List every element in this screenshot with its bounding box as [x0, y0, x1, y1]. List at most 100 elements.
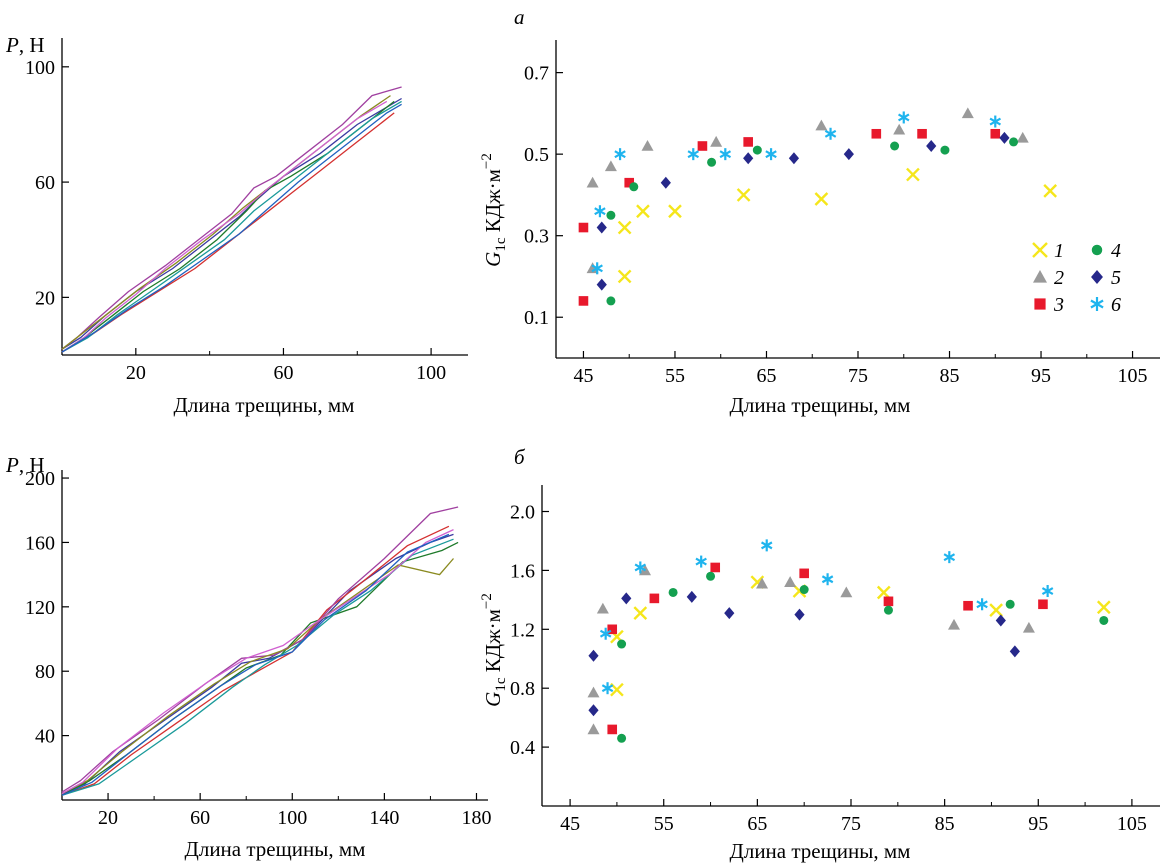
data-point: [599, 627, 612, 640]
x-tick-label: 65: [747, 813, 767, 835]
data-point: [596, 278, 607, 291]
data-point: [989, 115, 1002, 128]
y-tick-label: 160: [25, 532, 55, 554]
data-point: [1009, 645, 1020, 658]
data-point: [706, 571, 716, 581]
y-tick-label: 60: [35, 172, 55, 194]
data-point: [687, 148, 700, 161]
data-point: [710, 562, 721, 573]
x-axis-label: Длина трещины, мм: [185, 837, 366, 861]
x-tick-label: 60: [273, 362, 293, 384]
data-point: [926, 140, 937, 152]
x-tick-label: 105: [1117, 813, 1147, 835]
data-point: [594, 205, 606, 218]
legend: 1 2 3 4 5 6: [1032, 240, 1121, 316]
data-point: [1099, 615, 1109, 625]
data-point: [898, 111, 910, 124]
series-line-2: [61, 100, 395, 353]
legend-label: 5: [1111, 267, 1121, 289]
x-axis-label: Длина трещины, мм: [730, 393, 911, 417]
data-point: [660, 176, 671, 189]
data-point: [876, 585, 891, 600]
series-line-1: [61, 533, 454, 795]
data-point: [765, 148, 777, 161]
y-tick-label: 0.7: [524, 63, 549, 85]
data-point: [607, 724, 618, 735]
y-tick-label: 120: [25, 597, 55, 619]
x-tick-label: 20: [126, 362, 146, 384]
data-point: [890, 141, 900, 151]
data-point: [719, 148, 732, 161]
data-point: [893, 123, 906, 135]
data-point: [591, 262, 603, 275]
data-point: [815, 119, 828, 131]
data-point: [883, 605, 893, 615]
data-point: [668, 587, 678, 597]
triangle-icon: [1033, 270, 1047, 283]
data-point: [617, 733, 627, 743]
series-4: [617, 571, 1109, 743]
chart-b-left: 20 60 100 140 180 40 80 120 160 200 Длина трещины,…: [5, 453, 491, 861]
data-point: [649, 593, 660, 604]
y-axis-label: G1c КДж·м−2: [479, 593, 509, 707]
x-tick-label: 75: [841, 813, 861, 835]
data-point: [614, 148, 626, 161]
data-point: [604, 160, 617, 172]
x-tick-label: 85: [940, 365, 960, 387]
legend-item-4: 4: [1091, 240, 1121, 262]
legend-item-2: 2: [1033, 267, 1064, 289]
y-tick-label: 100: [25, 57, 55, 79]
data-point: [641, 140, 654, 151]
x-tick-label: 140: [369, 807, 399, 829]
x-tick-label: 45: [573, 365, 593, 387]
x-cross-icon: [1032, 242, 1048, 258]
data-point: [587, 686, 600, 698]
data-point: [799, 585, 809, 595]
data-point: [995, 614, 1006, 627]
data-point: [756, 577, 769, 589]
data-point: [624, 177, 635, 188]
legend-item-1: 1: [1032, 240, 1064, 262]
y-tick-label: 2.0: [510, 502, 535, 524]
x-tick-label: 65: [756, 365, 776, 387]
chart-a-left: 20 60 100 20 60 100 Длина трещины, мм P, Н: [5, 33, 468, 417]
y-tick-label: 0.3: [524, 226, 549, 248]
data-point: [814, 192, 829, 206]
panel-label-b: б: [514, 445, 526, 469]
data-point: [883, 596, 894, 607]
legend-item-5: 5: [1091, 267, 1121, 289]
data-point: [948, 618, 960, 630]
x-axis-label: Длина трещины, мм: [730, 839, 911, 863]
series-3: [578, 128, 1001, 306]
y-tick-label: 1.6: [510, 560, 535, 582]
data-point: [821, 573, 834, 586]
data-point: [963, 600, 973, 611]
x-tick-label: 60: [190, 807, 210, 829]
data-point: [788, 152, 800, 165]
x-tick-label: 105: [1118, 365, 1148, 387]
x-axis-label: Длина трещины, мм: [174, 393, 355, 417]
x-tick-label: 75: [848, 365, 868, 387]
series-4: [606, 137, 1019, 306]
y-tick-label: 80: [35, 661, 55, 683]
data-point: [743, 137, 753, 147]
data-point: [989, 603, 1003, 618]
data-point: [634, 561, 647, 574]
series-line-7: [61, 529, 454, 795]
data-point: [917, 128, 927, 139]
data-point: [668, 204, 682, 219]
data-point: [990, 128, 1001, 139]
x-tick-label: 180: [461, 807, 491, 829]
square-icon: [1034, 298, 1046, 310]
data-point: [617, 269, 632, 284]
data-point: [588, 649, 599, 662]
x-tick-label: 45: [560, 813, 580, 835]
y-tick-label: 0.5: [524, 144, 549, 166]
y-tick-label: 0.4: [510, 737, 535, 759]
data-point: [695, 555, 707, 568]
data-point: [736, 188, 751, 202]
y-axis-label: P, Н: [5, 33, 45, 57]
data-point: [586, 176, 599, 188]
data-point: [686, 590, 697, 603]
